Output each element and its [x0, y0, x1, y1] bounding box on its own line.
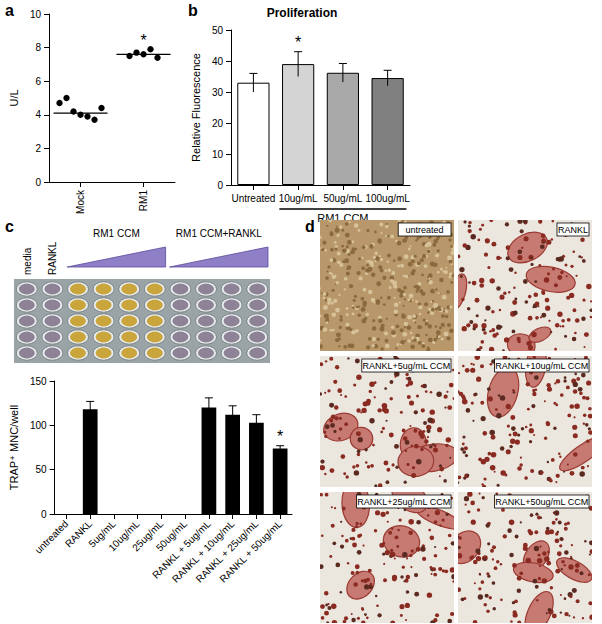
- svg-text:5ug/mL: 5ug/mL: [86, 518, 118, 550]
- svg-text:RANKL: RANKL: [47, 241, 58, 275]
- svg-text:Relative Fluorescence: Relative Fluorescence: [190, 53, 202, 162]
- html-text:a: a: [5, 2, 14, 19]
- svg-text:RANKL+10ug/mL CCM: RANKL+10ug/mL CCM: [495, 361, 588, 371]
- svg-text:RANKL: RANKL: [62, 518, 95, 550]
- svg-text:*: *: [277, 428, 283, 445]
- svg-text:RANKL+25ug/mL CCM: RANKL+25ug/mL CCM: [357, 497, 450, 507]
- svg-text:untreated: untreated: [33, 518, 71, 556]
- svg-text:8: 8: [35, 42, 41, 53]
- svg-text:10ug/mL: 10ug/mL: [106, 518, 142, 554]
- svg-text:0: 0: [41, 509, 47, 520]
- svg-text:100: 100: [30, 420, 47, 431]
- svg-text:40: 40: [212, 56, 224, 67]
- svg-text:Proliferation: Proliferation: [267, 6, 338, 20]
- svg-text:TRAP⁺ MNC/well: TRAP⁺ MNC/well: [8, 405, 20, 490]
- svg-text:RM1 CCM: RM1 CCM: [93, 228, 140, 239]
- svg-text:50: 50: [35, 464, 47, 475]
- html-text:d: d: [305, 218, 315, 235]
- svg-text:RANKL + 50ug/mL: RANKL + 50ug/mL: [217, 518, 284, 585]
- svg-text:50: 50: [212, 25, 224, 36]
- svg-text:RANKL+50ug/mL CCM: RANKL+50ug/mL CCM: [495, 497, 588, 507]
- svg-text:RM1: RM1: [138, 190, 149, 212]
- svg-text:6: 6: [35, 76, 41, 87]
- svg-text:100ug/mL: 100ug/mL: [365, 193, 410, 204]
- svg-text:30: 30: [212, 87, 224, 98]
- svg-text:U/L: U/L: [8, 89, 20, 106]
- svg-text:Mock: Mock: [75, 189, 86, 214]
- svg-text:RANKL: RANKL: [558, 225, 588, 235]
- svg-text:150: 150: [30, 376, 47, 387]
- svg-text:25ug/mL: 25ug/mL: [130, 518, 166, 554]
- svg-text:*: *: [140, 32, 146, 49]
- svg-text:10ug/mL: 10ug/mL: [279, 193, 318, 204]
- svg-text:0: 0: [217, 180, 223, 191]
- svg-text:RM1 CCM+RANKL: RM1 CCM+RANKL: [176, 228, 262, 239]
- svg-text:media: media: [22, 247, 33, 275]
- svg-text:20: 20: [212, 118, 224, 129]
- svg-text:Untreated: Untreated: [231, 193, 275, 204]
- svg-text:2: 2: [35, 143, 41, 154]
- svg-text:untreated: untreated: [406, 225, 444, 235]
- svg-text:50ug/mL: 50ug/mL: [153, 518, 190, 554]
- svg-text:RANKL + 25ug/mL: RANKL + 25ug/mL: [193, 518, 261, 585]
- html-text:c: c: [5, 218, 14, 235]
- svg-text:10: 10: [30, 9, 42, 20]
- svg-text:RM1 CCM: RM1 CCM: [317, 211, 369, 224]
- svg-text:10: 10: [212, 149, 224, 160]
- svg-text:4: 4: [35, 109, 41, 120]
- svg-text:0: 0: [35, 177, 41, 188]
- svg-text:RANKL + 10ug/mL: RANKL + 10ug/mL: [170, 518, 237, 585]
- svg-text:50ug/mL: 50ug/mL: [323, 193, 362, 204]
- svg-text:RANKL + 5ug/mL: RANKL + 5ug/mL: [150, 518, 213, 581]
- html-text:b: b: [188, 2, 198, 19]
- svg-text:RANKL+5ug/mL CCM: RANKL+5ug/mL CCM: [362, 361, 450, 371]
- svg-text:*: *: [295, 34, 301, 51]
